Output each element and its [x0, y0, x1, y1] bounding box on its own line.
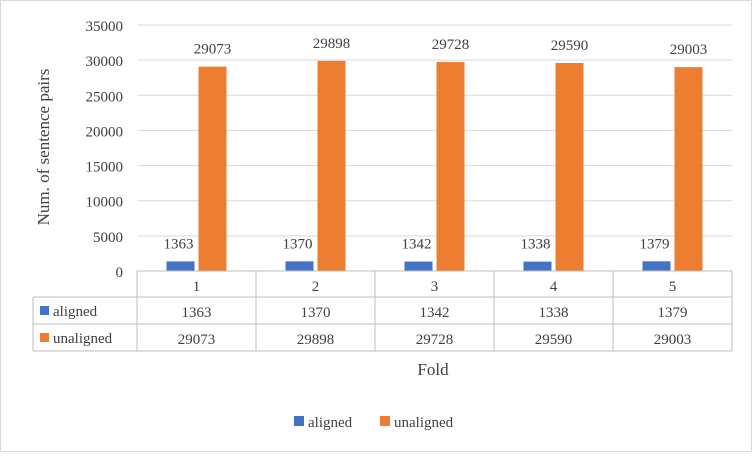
data-table: 1 2 3 4 5 aligned 1363 1370 1342 1338 1379 unaligne…	[32, 270, 733, 352]
x-tick-label: 1	[193, 279, 201, 295]
bar-aligned	[523, 261, 552, 271]
legend: aligned unaligned	[294, 415, 454, 431]
x-tick-label: 2	[312, 279, 320, 295]
table-cell: 1379	[658, 305, 688, 321]
table-legend-key	[40, 333, 49, 342]
bar-aligned	[642, 261, 671, 271]
data-label: 29898	[313, 36, 351, 52]
y-tick-label: 30000	[86, 54, 124, 70]
legend-key-unaligned	[380, 416, 390, 426]
y-tick-label: 20000	[86, 124, 124, 140]
bar-aligned	[404, 261, 433, 271]
y-tick-labels: 0 5000 10000 15000 20000 25000 30000 35000	[86, 19, 124, 281]
x-tick-label: 5	[669, 279, 677, 295]
y-tick-label: 25000	[86, 89, 124, 105]
x-axis-label: Fold	[417, 360, 449, 379]
table-cell: 1338	[539, 305, 569, 321]
x-tick-label: 3	[431, 279, 439, 295]
data-label: 1379	[640, 236, 670, 252]
data-labels: 1363 29073 1370 29898 1342 29728 1338 29590 1379…	[164, 36, 708, 253]
y-tick-label: 10000	[86, 195, 124, 211]
gridlines	[137, 24, 732, 237]
data-label: 1370	[283, 236, 313, 252]
table-cell: 29590	[535, 332, 573, 348]
legend-label: aligned	[308, 415, 353, 431]
legend-key-aligned	[294, 416, 304, 426]
y-tick-label: 15000	[86, 160, 124, 176]
bar-aligned	[166, 261, 195, 271]
bar-unaligned	[198, 66, 227, 271]
y-tick-label: 0	[116, 265, 124, 281]
y-tick-label: 35000	[86, 19, 124, 35]
bar-unaligned	[674, 67, 703, 271]
data-label: 1342	[402, 237, 432, 253]
data-label: 29728	[432, 37, 470, 53]
table-series-label: aligned	[53, 304, 98, 320]
table-cell: 29073	[178, 332, 216, 348]
data-label: 29590	[551, 38, 589, 54]
data-label: 29073	[194, 42, 232, 58]
bar-aligned	[285, 261, 314, 271]
table-cell: 29898	[297, 332, 335, 348]
table-cell: 1342	[420, 305, 450, 321]
data-label: 29003	[670, 42, 708, 58]
bar-unaligned	[317, 60, 346, 271]
y-tick-label: 5000	[93, 230, 123, 246]
table-series-label: unaligned	[53, 331, 113, 347]
y-axis-label: Num. of sentence pairs	[34, 69, 53, 226]
bar-unaligned	[436, 62, 465, 272]
bar-unaligned	[555, 63, 584, 272]
table-cell: 29728	[416, 332, 454, 348]
legend-label: unaligned	[394, 415, 454, 431]
table-cell: 1363	[182, 305, 212, 321]
x-tick-label: 4	[550, 279, 558, 295]
bars	[166, 60, 703, 272]
table-legend-key	[40, 306, 49, 315]
table-cell: 29003	[654, 332, 692, 348]
table-cell: 1370	[301, 305, 331, 321]
data-label: 1338	[521, 237, 551, 253]
data-label: 1363	[164, 236, 194, 252]
